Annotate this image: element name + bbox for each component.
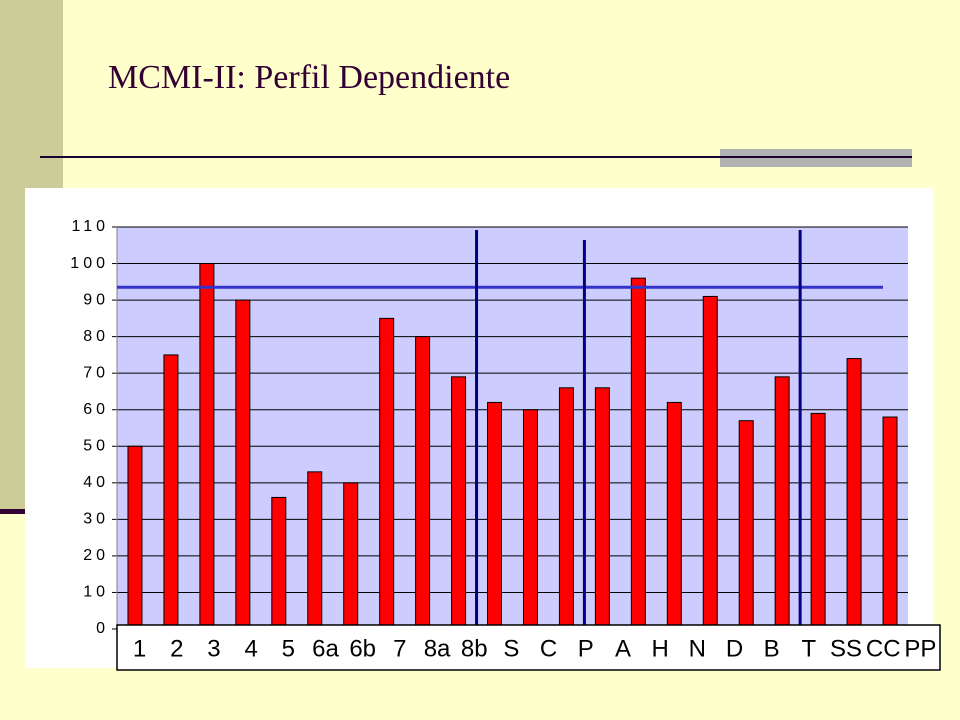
- y-tick-label: 100: [70, 255, 109, 272]
- x-tick-label: 5: [282, 635, 295, 662]
- chart: 0 10 20 30 40 50 60 70 80 90 100 110 1 2 3 4 5 6a 6b 7 8a 8b S…: [70, 218, 941, 671]
- y-tick-label: 20: [83, 547, 109, 564]
- x-tick-label: N: [689, 635, 706, 662]
- x-tick-label: P: [578, 635, 594, 662]
- x-tick-label: S: [503, 635, 519, 662]
- y-tick-label: 70: [83, 364, 109, 381]
- x-tick-label: A: [615, 635, 631, 662]
- bar: [882, 416, 898, 630]
- y-tick-label: 50: [83, 437, 109, 454]
- x-tick-label: C: [540, 635, 557, 662]
- bar: [738, 420, 754, 630]
- x-tick-label: B: [764, 635, 780, 662]
- bar: [451, 376, 467, 630]
- bar: [127, 445, 143, 630]
- x-tick-label: SS: [830, 635, 862, 662]
- bar: [594, 387, 610, 630]
- bar: [307, 471, 323, 630]
- x-tick-label: 3: [207, 635, 220, 662]
- y-tick-label: 30: [83, 511, 109, 528]
- bar: [774, 376, 790, 630]
- x-tick-label: 8a: [424, 635, 451, 662]
- bar: [666, 401, 682, 630]
- bar: [487, 401, 503, 630]
- bar: [846, 358, 862, 630]
- x-tick-label: 2: [170, 635, 183, 662]
- x-tick-label: 4: [244, 635, 257, 662]
- bar: [271, 496, 287, 630]
- slide-title: MCMI-II: Perfil Dependiente: [108, 59, 510, 96]
- x-tick-label: 6a: [312, 635, 339, 662]
- bar: [558, 387, 574, 630]
- bar: [630, 277, 646, 630]
- y-tick-label: 40: [83, 474, 109, 491]
- category-box: [116, 624, 941, 671]
- x-tick-label: T: [802, 635, 817, 662]
- y-tick-label: 80: [83, 328, 109, 345]
- bar: [522, 409, 538, 630]
- bar: [415, 336, 431, 630]
- x-tick-label: 7: [393, 635, 406, 662]
- x-tick-label: PP: [904, 635, 936, 662]
- x-tick-label: H: [651, 635, 668, 662]
- bar: [810, 412, 826, 630]
- x-tick-label: 8b: [461, 635, 488, 662]
- bar: [379, 317, 395, 630]
- y-tick-label: 10: [83, 584, 109, 601]
- y-tick-label: 90: [83, 291, 109, 308]
- x-tick-label: 1: [133, 635, 146, 662]
- x-tick-label: 6b: [349, 635, 376, 662]
- y-tick-label: 60: [83, 401, 109, 418]
- bar: [163, 354, 179, 630]
- y-tick-label: 0: [96, 620, 109, 637]
- bar: [343, 482, 359, 630]
- x-tick-label: D: [726, 635, 743, 662]
- bar: [702, 295, 718, 630]
- bar: [235, 299, 251, 630]
- bar: [199, 263, 215, 630]
- x-tick-label: CC: [866, 635, 901, 662]
- y-tick-label: 110: [71, 218, 109, 235]
